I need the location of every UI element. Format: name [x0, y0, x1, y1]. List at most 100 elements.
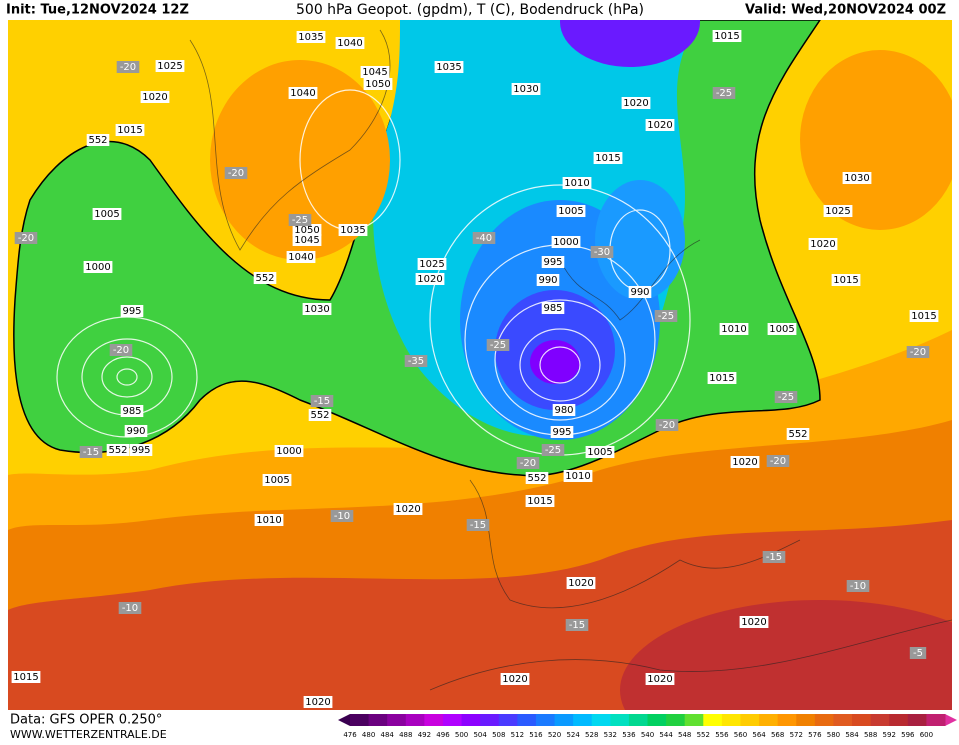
isobar-label-box: [286, 251, 316, 263]
temperature-label-box: [516, 457, 540, 469]
temperature-label: -25: [490, 340, 506, 351]
isobar-label-box: [86, 134, 110, 146]
temperature-label: -10: [334, 511, 350, 522]
temperature-label: -20: [910, 347, 926, 358]
temperature-label-box: [224, 167, 248, 179]
temperature-label-box: [909, 647, 927, 659]
isobar-label: 1020: [568, 578, 593, 589]
isobar-label: 1040: [288, 252, 313, 263]
isobar-label: 1005: [558, 206, 583, 217]
isobar-label: 1015: [13, 672, 38, 683]
temperature-label: -15: [569, 620, 585, 631]
isobar-label: 1010: [721, 324, 746, 335]
colorbar-swatch: [870, 714, 890, 726]
isobar-label-box: [124, 425, 148, 437]
temperature-label-box: [310, 395, 334, 407]
temperature-label: -40: [476, 233, 492, 244]
isobar-label: 1025: [157, 61, 182, 72]
isobar-label-box: [262, 474, 292, 486]
isobar-label-box: [541, 256, 565, 268]
temperature-label-box: [472, 232, 496, 244]
colorbar-label: 520: [548, 731, 561, 739]
isobar-label-box: [274, 445, 304, 457]
isobar-label: 1045: [362, 67, 387, 78]
colorbar: 476 480 484 488 492 496 500 504 508 512 516 520 524 5…: [338, 714, 957, 739]
map-field: [8, 20, 952, 710]
colorbar-swatch: [907, 714, 927, 726]
isobar-label: 1005: [94, 209, 119, 220]
isobar-label-box: [707, 372, 737, 384]
isobar-label: 980: [554, 405, 573, 416]
temperature-label-box: [774, 391, 798, 403]
isobar-label: 1015: [714, 31, 739, 42]
isobar-label-box: [556, 205, 586, 217]
temperature-label-box: [79, 446, 103, 458]
colorbar-label: 540: [641, 731, 654, 739]
isobar-label: 990: [630, 287, 649, 298]
temperature-label: -25: [716, 88, 732, 99]
colorbar-swatch: [480, 714, 500, 726]
colorbar-label: 492: [418, 731, 431, 739]
isobar-label-box: [593, 152, 623, 164]
isobar-label-box: [831, 274, 861, 286]
colorbar-swatch: [554, 714, 574, 726]
isobar-label: 1015: [911, 311, 936, 322]
colorbar-label: 556: [715, 731, 729, 739]
colorbar-label: 536: [622, 731, 636, 739]
isobar-label: 1050: [294, 225, 319, 236]
colorbar-label: 548: [678, 731, 691, 739]
isobar-label-box: [536, 274, 560, 286]
isobar-label-box: [645, 119, 675, 131]
colorbar-swatch: [666, 714, 686, 726]
isobar-label: 995: [131, 445, 150, 456]
isobar-label-box: [500, 673, 530, 685]
isobar-label: 1020: [647, 674, 672, 685]
isobar-label: 1010: [256, 515, 281, 526]
isobar-label: 1000: [85, 262, 110, 273]
colorbar-swatch: [721, 714, 741, 726]
colorbar-swatch: [368, 714, 388, 726]
isobar-label: 995: [552, 427, 571, 438]
site-name: WWW.WETTERZENTRALE.DE: [10, 728, 167, 741]
isobar-label-box: [308, 409, 332, 421]
isobar-label: 552: [108, 445, 127, 456]
temperature-label-box: [486, 339, 510, 351]
isobar-label: 1035: [436, 62, 461, 73]
isobar-label: 552: [310, 410, 329, 421]
colorbar-label: 532: [604, 731, 617, 739]
isobar-label-box: [823, 205, 853, 217]
isobar-label: 1020: [305, 697, 330, 708]
colorbar-swatch: [684, 714, 704, 726]
isobar-label-box: [767, 323, 797, 335]
isobar-label-box: [363, 78, 393, 90]
isobar-label: 995: [543, 257, 562, 268]
isobar-label: 1020: [395, 504, 420, 515]
colorbar-swatch: [442, 714, 463, 726]
temperature-label: -15: [83, 447, 99, 458]
temperature-label: -15: [766, 552, 782, 563]
temperature-label-box: [846, 580, 870, 592]
isobar-label: 1015: [833, 275, 858, 286]
temperature-label: -10: [122, 603, 138, 614]
isobar-label: 1025: [825, 206, 850, 217]
isobar-label-box: [550, 426, 574, 438]
isobar-label-box: [621, 97, 651, 109]
temperature-label-box: [655, 419, 679, 431]
colorbar-label: 576: [808, 731, 822, 739]
isobar-label: 1025: [419, 259, 444, 270]
isobar-label-box: [302, 303, 332, 315]
colorbar-label: 572: [790, 731, 803, 739]
temperature-label: -20: [18, 233, 34, 244]
isobar-label: 552: [788, 429, 807, 440]
isobar-label: 552: [88, 135, 107, 146]
temperature-label: -25: [292, 215, 308, 226]
temperature-label-box: [565, 619, 589, 631]
colorbar-swatch: [387, 714, 407, 726]
temperature-label-box: [288, 214, 312, 226]
isobar-label: 1000: [276, 446, 301, 457]
data-source: Data: GFS OPER 0.250°: [10, 713, 162, 728]
colorbar-label: 500: [455, 731, 468, 739]
temperature-label: -25: [545, 445, 561, 456]
isobar-label-box: [562, 177, 592, 189]
isobar-label: 1020: [741, 617, 766, 628]
